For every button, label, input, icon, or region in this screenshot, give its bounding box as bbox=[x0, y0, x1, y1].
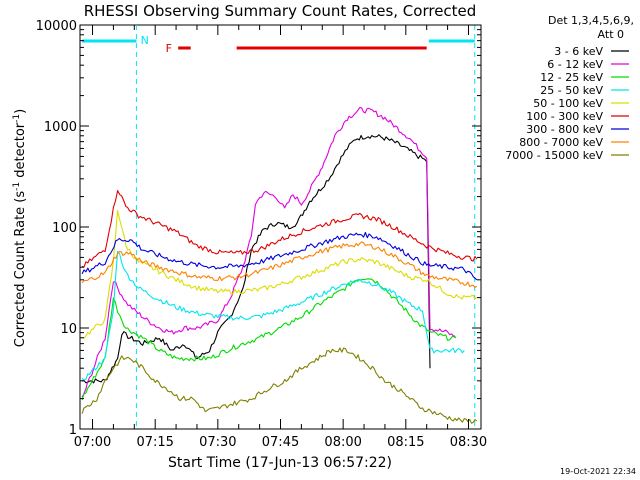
y-tick-label: 1000 bbox=[44, 120, 77, 135]
legend-header-line2: Att 0 bbox=[598, 28, 624, 41]
legend-label: 300 - 800 keV bbox=[526, 123, 603, 136]
flag-layer: NF bbox=[82, 25, 476, 429]
x-tick-label: 08:15 bbox=[387, 435, 424, 450]
chart-title: RHESSI Observing Summary Count Rates, Co… bbox=[84, 2, 477, 20]
legend-label: 3 - 6 keV bbox=[554, 45, 603, 58]
timestamp: 19-Oct-2021 22:34 bbox=[560, 467, 636, 476]
series-line bbox=[81, 106, 457, 398]
y-tick-label: 1 bbox=[69, 423, 77, 438]
night-label: N bbox=[141, 34, 149, 47]
legend-header-line1: Det 1,3,4,5,6,9, bbox=[548, 14, 634, 27]
y-axis-label-sup2: -1 bbox=[12, 114, 22, 123]
y-tick-label: 100 bbox=[52, 221, 77, 236]
legend-label: 800 - 7000 keV bbox=[519, 136, 603, 149]
y-axis-label: Corrected Count Rate (s-1 detector-1) bbox=[12, 109, 28, 347]
x-tick-label: 07:45 bbox=[262, 435, 299, 450]
plot-frame bbox=[79, 24, 482, 430]
flare-label: F bbox=[166, 42, 172, 55]
series-line bbox=[81, 278, 457, 401]
y-tick-label: 10 bbox=[60, 322, 77, 337]
y-tick-label: 10000 bbox=[36, 19, 77, 34]
x-tick-label: 08:30 bbox=[450, 435, 487, 450]
y-axis-label-sup: -1 bbox=[12, 182, 22, 191]
x-tick-label: 08:00 bbox=[324, 435, 361, 450]
legend-label: 12 - 25 keV bbox=[540, 71, 603, 84]
y-axis-label-end: ) bbox=[13, 109, 28, 114]
x-axis-label: Start Time (17-Jun-13 06:57:22) bbox=[168, 455, 392, 471]
series-layer bbox=[81, 106, 478, 424]
legend-label: 100 - 300 keV bbox=[526, 110, 603, 123]
x-axis: 07:00 07:15 07:30 07:45 08:00 08:15 08:30 bbox=[74, 25, 487, 450]
legend-label: 25 - 50 keV bbox=[540, 84, 603, 97]
y-axis-label-main: Corrected Count Rate (s bbox=[13, 191, 28, 348]
x-tick-label: 07:30 bbox=[199, 435, 236, 450]
y-axis: 1 10 100 1000 10000 bbox=[36, 19, 481, 438]
series-line bbox=[81, 134, 431, 384]
x-tick-label: 07:15 bbox=[136, 435, 173, 450]
legend-label: 6 - 12 keV bbox=[547, 58, 603, 71]
legend-label: 50 - 100 keV bbox=[533, 97, 603, 110]
series-line bbox=[81, 231, 478, 281]
series-line bbox=[81, 250, 465, 381]
series-line bbox=[81, 241, 478, 289]
y-axis-label-rest: detector bbox=[13, 122, 28, 182]
series-line bbox=[81, 210, 478, 339]
legend-label: 7000 - 15000 keV bbox=[505, 149, 603, 162]
series-line bbox=[81, 190, 478, 268]
series-line bbox=[81, 347, 478, 424]
x-tick-label: 07:00 bbox=[74, 435, 111, 450]
